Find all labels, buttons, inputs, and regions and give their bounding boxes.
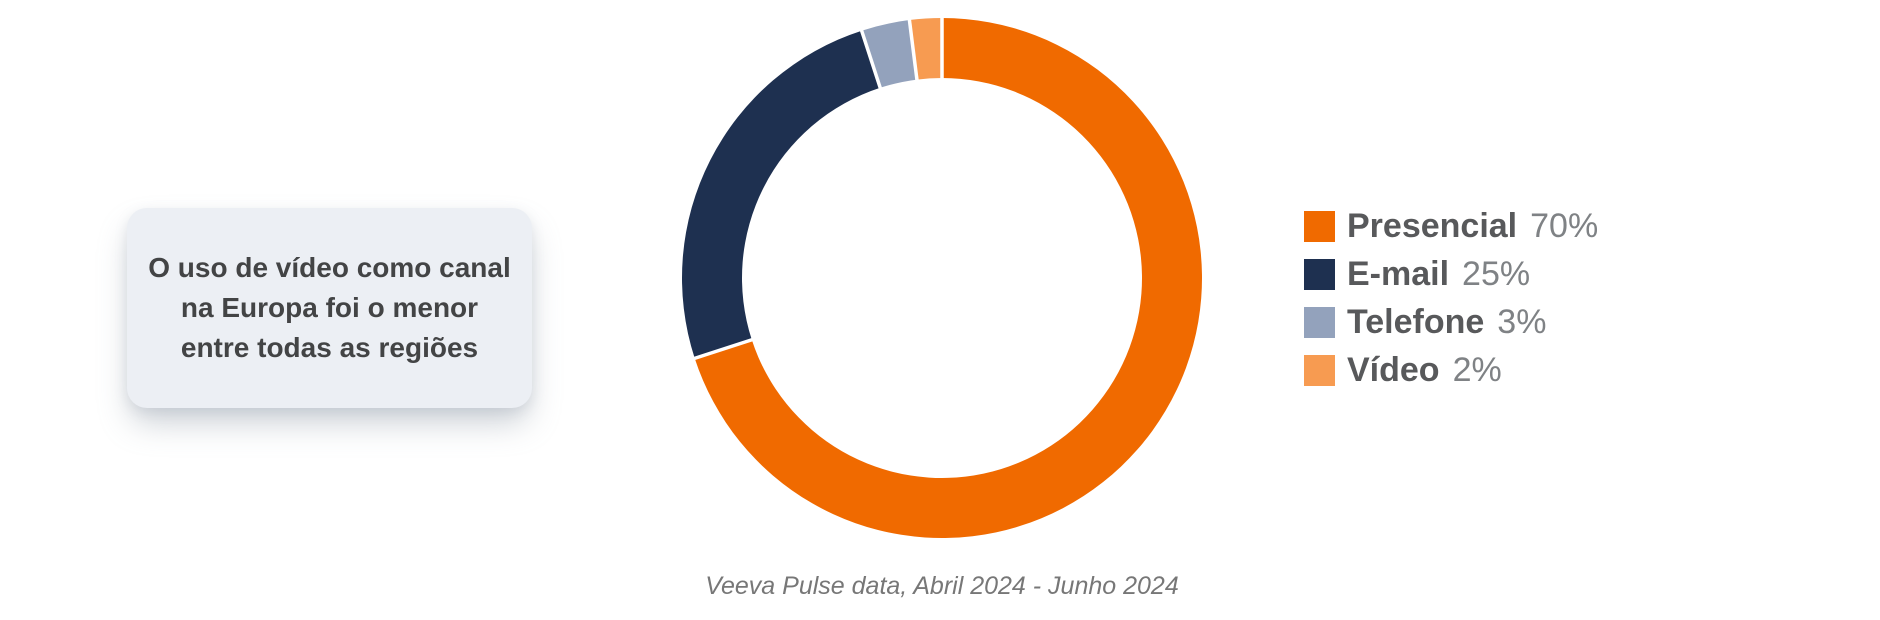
legend-row-0: Presencial 70% (1304, 206, 1599, 245)
chart-legend: Presencial 70% E-mail 25% Telefone 3% Vídeo 2% (1304, 206, 1599, 400)
legend-label: Presencial (1347, 206, 1518, 245)
slice-divider (907, 16, 920, 83)
slice-divider (859, 27, 883, 92)
callout-text-line: na Europa foi o menor (180, 292, 479, 323)
legend-swatch (1304, 306, 1335, 338)
donut-slice-3 (909, 18, 942, 80)
legend-value: 2% (1452, 350, 1502, 389)
legend-row-3: Vídeo 2% (1304, 350, 1598, 389)
legend-row-2: Telefone 3% (1304, 302, 1598, 341)
callout-text-line: O uso de vídeo como canal (148, 252, 511, 283)
legend-label: Vídeo (1347, 350, 1440, 389)
legend-label: E-mail (1347, 254, 1450, 293)
legend-value: 3% (1497, 302, 1547, 341)
donut-chart (682, 15, 1202, 538)
slice-divider (691, 337, 756, 361)
legend-swatch (1304, 258, 1335, 290)
legend-swatch (1304, 210, 1335, 242)
donut-slice-1 (682, 30, 881, 359)
legend-value: 25% (1462, 254, 1531, 293)
legend-label: Telefone (1347, 302, 1485, 341)
legend-value: 70% (1530, 206, 1599, 245)
legend-swatch (1304, 354, 1335, 386)
source-caption: Veeva Pulse data, Abril 2024 - Junho 202… (705, 572, 1179, 600)
callout-text-line: entre todas as regiões (180, 332, 479, 363)
callout-box: O uso de vídeo como canal na Europa foi … (127, 208, 532, 408)
legend-row-1: E-mail 25% (1304, 254, 1598, 293)
